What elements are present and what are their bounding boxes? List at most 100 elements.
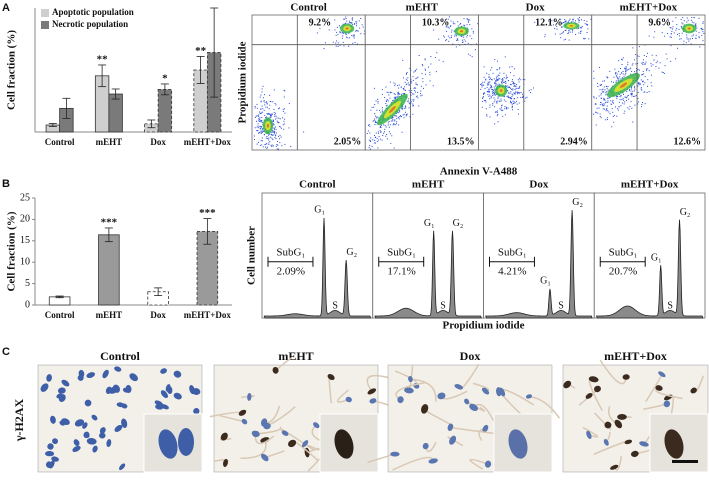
- flow-dot: [487, 81, 489, 83]
- flow-dot: [463, 24, 465, 26]
- flow-dot: [524, 100, 526, 102]
- flow-dot: [385, 102, 387, 104]
- flow-dot: [598, 107, 600, 109]
- flow-dot: [494, 123, 496, 125]
- flow-dot: [496, 78, 498, 80]
- flow-dot: [265, 143, 267, 145]
- flow-dot: [522, 78, 524, 80]
- bar: [108, 93, 123, 133]
- peak-label: G₂: [680, 207, 691, 218]
- flow-dot: [509, 66, 511, 68]
- flow-dot: [606, 108, 608, 110]
- flow-dot: [494, 106, 496, 108]
- flow-dot: [415, 78, 417, 80]
- flow-dot: [541, 23, 543, 25]
- flow-dot: [396, 112, 398, 114]
- inset-nucleus: [334, 429, 354, 459]
- flow-dot: [687, 19, 689, 21]
- nucleus: [447, 423, 454, 431]
- flow-dot: [351, 22, 353, 24]
- nucleus: [563, 380, 572, 389]
- flow-dot: [379, 130, 381, 132]
- flow-dot: [259, 111, 261, 113]
- flow-dot: [408, 84, 410, 86]
- flow-dot: [638, 82, 640, 84]
- flow-dot: [260, 100, 262, 102]
- flow-dot: [628, 98, 630, 100]
- flow-dot: [675, 29, 677, 31]
- nucleus: [193, 407, 200, 415]
- flow-dot: [271, 144, 273, 146]
- flow-dot: [482, 81, 484, 83]
- flow-dot: [670, 60, 672, 62]
- flow-dot: [450, 31, 452, 33]
- flow-dot: [511, 80, 513, 82]
- flow-dot: [391, 135, 393, 137]
- flow-dot: [605, 85, 607, 87]
- flow-dot: [488, 89, 490, 91]
- flow-dot: [411, 82, 413, 84]
- flow-dot: [275, 145, 277, 147]
- flow-dot: [267, 113, 269, 115]
- flow-dot: [354, 23, 356, 25]
- flow-dot: [262, 128, 264, 130]
- flow-dot: [360, 18, 362, 20]
- nucleus: [397, 396, 404, 404]
- flow-dot: [507, 107, 509, 109]
- flow-dot: [628, 108, 630, 110]
- flow-dot: [467, 21, 469, 23]
- flow-dot: [391, 117, 393, 119]
- flow-dot: [396, 117, 398, 119]
- flow-dot: [268, 143, 270, 145]
- flow-dot: [422, 81, 424, 83]
- flow-dot: [646, 55, 648, 57]
- error-bar: [55, 295, 64, 299]
- flow-dot: [596, 82, 598, 84]
- flow-dot: [262, 146, 264, 148]
- nucleus: [83, 433, 90, 438]
- flow-dot: [337, 34, 339, 36]
- flow-dot: [412, 113, 414, 115]
- flow-dot: [699, 46, 701, 48]
- flow-dot: [447, 18, 449, 20]
- flow-dot: [493, 86, 495, 88]
- flow-dot: [410, 101, 412, 103]
- flow-dot: [362, 26, 364, 28]
- flow-dot: [457, 39, 459, 41]
- upper-right-percent: 9.6%: [648, 17, 671, 28]
- flow-dot: [487, 94, 489, 96]
- flow-dot: [595, 103, 597, 105]
- nucleus: [56, 393, 63, 399]
- flow-dot: [488, 74, 490, 76]
- flow-dot: [626, 97, 628, 99]
- cytoplasm: [469, 458, 489, 470]
- flow-dot: [672, 20, 674, 22]
- flow-dot: [424, 68, 426, 70]
- flow-dot: [280, 136, 282, 138]
- flow-dot: [416, 77, 418, 79]
- flow-dot: [515, 100, 517, 102]
- nucleus: [57, 387, 66, 394]
- flow-dot: [275, 118, 277, 120]
- peak-label: G₂: [453, 218, 464, 229]
- flow-dot: [397, 92, 399, 94]
- flow-dot: [490, 86, 492, 88]
- nucleus: [73, 439, 80, 447]
- flow-dot: [379, 138, 381, 140]
- flow-dot: [260, 108, 262, 110]
- flow-dot: [456, 38, 458, 40]
- flow-dot: [595, 97, 597, 99]
- flow-dot: [626, 91, 628, 93]
- flow-dot: [622, 57, 624, 59]
- flow-dot: [627, 107, 629, 109]
- nucleus: [82, 422, 88, 429]
- flow-dot: [259, 112, 261, 114]
- flow-dot: [615, 71, 617, 73]
- flow-dot: [511, 93, 513, 95]
- flow-dot: [350, 22, 352, 24]
- flow-dot: [368, 146, 370, 148]
- flow-dot: [575, 20, 577, 22]
- flow-dot: [638, 46, 640, 48]
- flow-dot: [393, 93, 395, 95]
- flow-dot: [259, 119, 261, 121]
